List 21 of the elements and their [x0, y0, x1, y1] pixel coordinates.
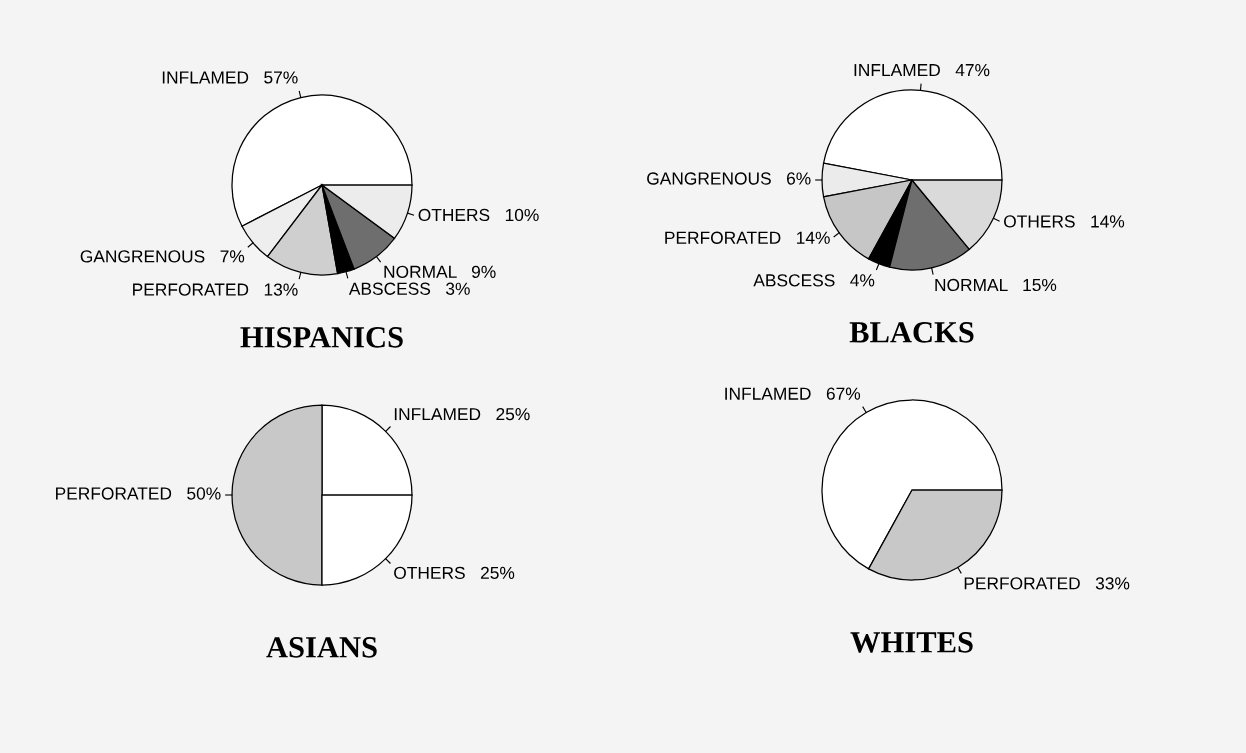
slice-label: NORMAL 15% — [935, 278, 1057, 292]
slice-label: ABSCESS 3% — [348, 282, 470, 295]
text: ASIANS — [266, 637, 377, 658]
slice-label: PERFORATED 33% — [964, 577, 1130, 590]
slice-label: OTHERS 10% — [418, 208, 539, 222]
text: BLACKS — [849, 322, 974, 343]
slice-label: OTHERS 14% — [1004, 215, 1125, 228]
slice-label: OTHERS 25% — [394, 566, 515, 580]
text: WHITES — [850, 632, 973, 653]
slice-label: INFLAMED 25% — [394, 408, 530, 421]
slice-label: ABSCESS 4% — [753, 274, 875, 287]
slice-label: PERFORATED 13% — [133, 283, 298, 296]
slice-label: INFLAMED 57% — [162, 71, 298, 84]
slice-label: PERFORATED 14% — [665, 231, 830, 244]
slice-label: PERFORATED 50% — [56, 487, 221, 500]
text: HISPANICS — [240, 327, 403, 348]
slice-label: NORMAL 9% — [384, 265, 496, 278]
slice-label: INFLAMED 47% — [854, 64, 990, 77]
slice-label: GANGRENOUS 7% — [80, 250, 245, 263]
slice-label: INFLAMED 67% — [725, 387, 861, 400]
slice-label: GANGRENOUS 6% — [647, 172, 811, 185]
